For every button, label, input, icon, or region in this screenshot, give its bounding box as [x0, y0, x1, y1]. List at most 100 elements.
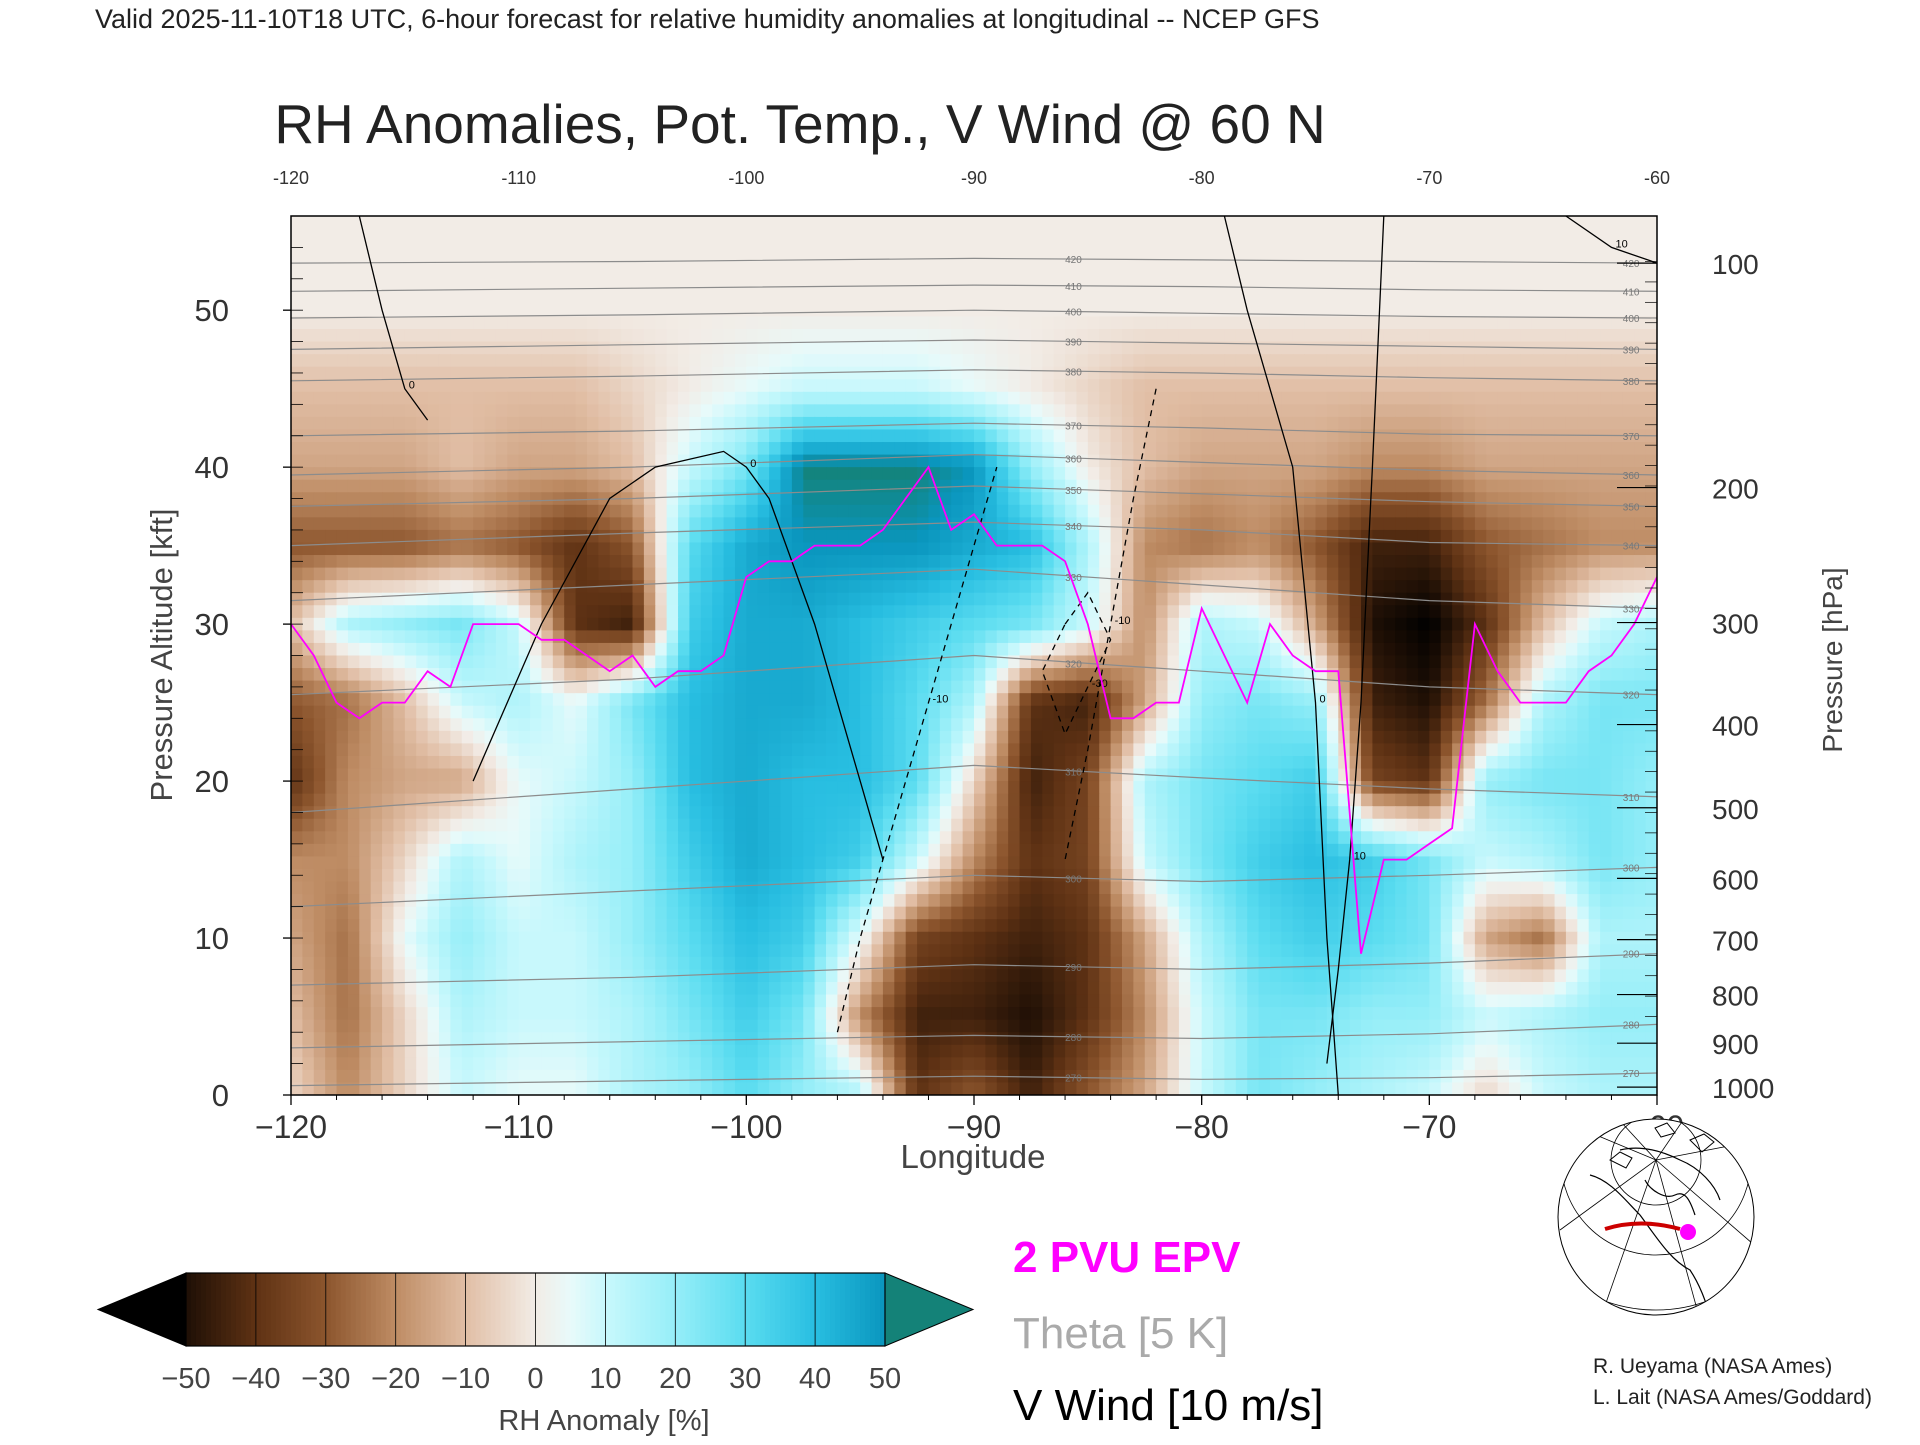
heatmap-cell — [1452, 693, 1465, 707]
heatmap-cell — [974, 366, 986, 380]
heatmap-cell — [621, 241, 634, 255]
heatmap-cell — [507, 693, 520, 707]
heatmap-cell — [723, 693, 736, 707]
heatmap-cell — [393, 303, 406, 318]
heatmap-cell — [882, 693, 895, 707]
heatmap-cell — [860, 693, 873, 707]
heatmap-cell — [1338, 354, 1351, 368]
heatmap-cell — [1497, 442, 1510, 456]
heatmap-cell — [1600, 617, 1613, 631]
heatmap-cell — [1634, 291, 1647, 305]
heatmap-cell — [507, 655, 520, 669]
heatmap-cell — [1258, 379, 1271, 393]
heatmap-cell — [837, 291, 850, 305]
heatmap-cell — [1076, 693, 1089, 707]
heatmap-cell — [1019, 580, 1032, 594]
heatmap-cell — [655, 404, 668, 418]
heatmap-cell — [359, 642, 372, 657]
heatmap-cell — [1053, 442, 1066, 456]
heatmap-cell — [1372, 680, 1385, 694]
heatmap-cell — [939, 605, 952, 619]
heatmap-cell — [1577, 253, 1590, 267]
heatmap-cell — [1588, 303, 1601, 318]
heatmap-cell — [1338, 529, 1351, 544]
heatmap-cell — [1429, 316, 1442, 330]
heatmap-cell — [814, 429, 827, 443]
heatmap-cell — [347, 617, 360, 631]
heatmap-cell — [1600, 680, 1613, 694]
heatmap-cell — [1452, 404, 1465, 418]
heatmap-cell — [905, 354, 918, 368]
heatmap-cell — [894, 718, 907, 732]
heatmap-cell — [1167, 693, 1180, 707]
heatmap-cell — [1042, 555, 1055, 569]
heatmap-cell — [791, 517, 804, 531]
heatmap-cell — [848, 366, 861, 380]
heatmap-cell — [1167, 668, 1180, 682]
heatmap-cell — [473, 642, 486, 657]
heatmap-cell — [1406, 605, 1419, 619]
heatmap-cell — [461, 291, 474, 305]
heatmap-cell — [1611, 291, 1624, 305]
heatmap-cell — [1030, 404, 1043, 418]
heatmap-cell — [917, 705, 930, 719]
heatmap-cell — [780, 605, 793, 619]
heatmap-cell — [1452, 492, 1465, 506]
heatmap-cell — [1133, 517, 1146, 531]
heatmap-cell — [985, 442, 998, 456]
heatmap-cell — [1509, 291, 1521, 305]
heatmap-cell — [1634, 228, 1647, 242]
heatmap-cell — [1178, 442, 1191, 456]
heatmap-cell — [552, 316, 565, 330]
heatmap-cell — [780, 216, 793, 230]
heatmap-cell — [1474, 580, 1487, 594]
heatmap-cell — [712, 555, 725, 569]
heatmap-cell — [1383, 479, 1396, 493]
heatmap-cell — [1383, 467, 1396, 481]
heatmap-cell — [712, 605, 725, 619]
heatmap-cell — [564, 693, 577, 707]
heatmap-cell — [1292, 680, 1305, 694]
heatmap-cell — [359, 442, 372, 456]
heatmap-cell — [1361, 642, 1374, 657]
heatmap-cell — [826, 479, 838, 493]
heatmap-cell — [1600, 303, 1613, 318]
heatmap-cell — [1201, 391, 1214, 405]
heatmap-cell — [1042, 416, 1055, 431]
heatmap-cell — [666, 630, 679, 644]
heatmap-cell — [382, 416, 395, 431]
heatmap-cell — [837, 693, 850, 707]
heatmap-cell — [1292, 329, 1305, 343]
heatmap-cell — [1201, 278, 1214, 292]
heatmap-cell — [860, 241, 873, 255]
heatmap-cell — [586, 391, 599, 405]
heatmap-cell — [905, 341, 918, 355]
heatmap-cell — [1133, 341, 1146, 355]
heatmap-cell — [1201, 442, 1214, 456]
heatmap-cell — [1269, 630, 1282, 644]
heatmap-cell — [541, 467, 554, 481]
heatmap-cell — [530, 504, 543, 518]
heatmap-cell — [1520, 303, 1533, 318]
heatmap-cell — [1600, 555, 1613, 569]
heatmap-cell — [507, 592, 520, 606]
heatmap-cell — [1247, 291, 1260, 305]
heatmap-cell — [1201, 555, 1214, 569]
heatmap-cell — [404, 366, 417, 380]
heatmap-cell — [518, 580, 531, 594]
heatmap-cell — [928, 655, 941, 669]
heatmap-cell — [814, 680, 827, 694]
heatmap-cell — [1019, 266, 1032, 280]
heatmap-cell — [393, 580, 406, 594]
heatmap-cell — [1395, 567, 1408, 581]
heatmap-cell — [905, 693, 918, 707]
heatmap-cell — [1554, 379, 1567, 393]
heatmap-cell — [1269, 228, 1282, 242]
heatmap-cell — [1361, 542, 1374, 556]
heatmap-cell — [552, 303, 565, 318]
heatmap-cell — [541, 517, 554, 531]
heatmap-cell — [1008, 329, 1021, 343]
heatmap-cell — [1304, 404, 1317, 418]
heatmap-cell — [643, 391, 656, 405]
heatmap-cell — [1622, 303, 1635, 318]
